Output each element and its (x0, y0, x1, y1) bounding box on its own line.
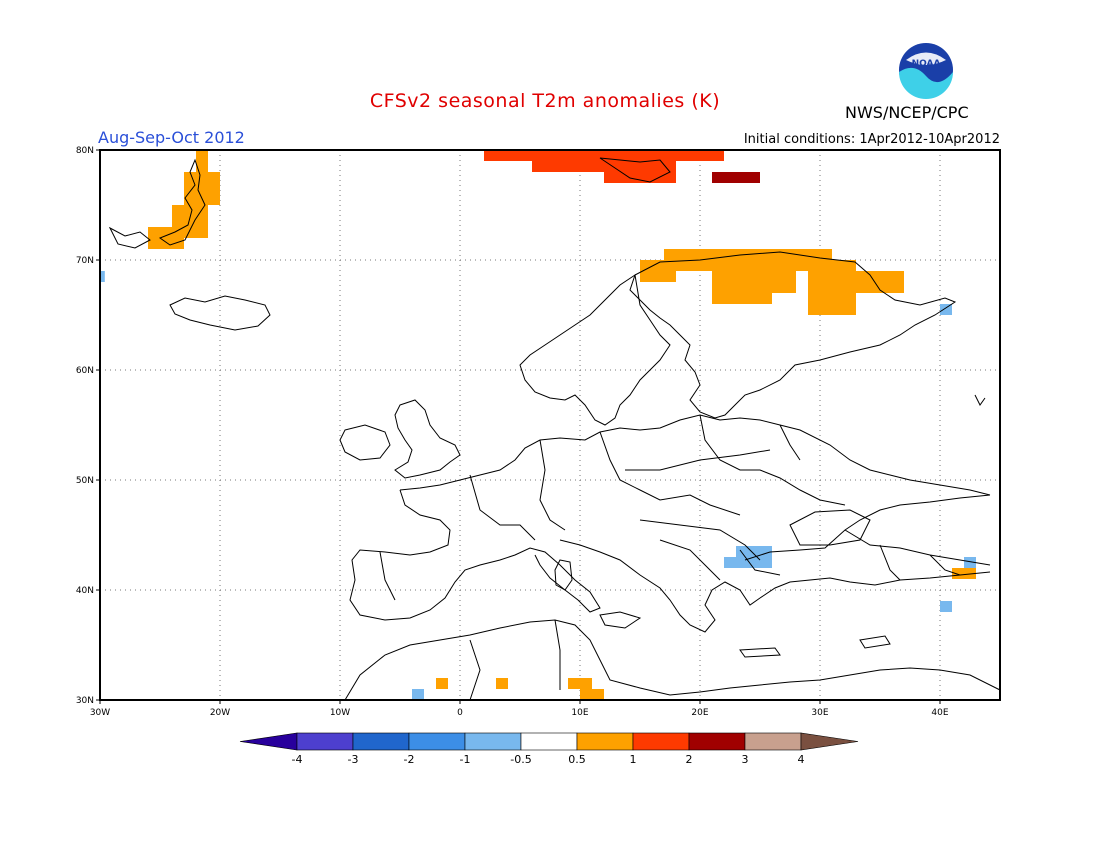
colorbar-swatch (352, 732, 410, 751)
anomaly-cell (412, 689, 424, 700)
colorbar-tick-label: 3 (742, 753, 749, 766)
colorbar-tick-label: 4 (798, 753, 805, 766)
lon-tick-label: 0 (457, 708, 463, 718)
coastlines (108, 157, 1001, 701)
lon-tick-label: 10W (330, 708, 350, 718)
anomaly-cell (724, 557, 736, 568)
colorbar-swatch (688, 732, 746, 751)
anomaly-cell (676, 150, 724, 161)
anomaly-cell (100, 271, 105, 282)
anomaly-cell (712, 172, 760, 183)
chart-title: CFSv2 seasonal T2m anomalies (K) (369, 90, 721, 112)
lat-tick-label: 40N (76, 586, 94, 596)
lon-tick-label: 30E (811, 708, 828, 718)
lat-tick-label: 60N (76, 366, 94, 376)
anomaly-cell (940, 601, 952, 612)
anomaly-cell (604, 150, 676, 183)
axis-ticks: 30W 20W 10W 0 10E 20E 30E 40E 30N 40N 50N 60N 70N 80N (76, 146, 949, 718)
lon-tick-label: 20W (210, 708, 230, 718)
colorbar-swatch (576, 732, 634, 751)
lat-tick-label: 50N (76, 476, 94, 486)
colorbar-swatch (408, 732, 466, 751)
anomaly-cell (796, 249, 832, 271)
anomaly-cells (100, 150, 976, 700)
agency-label: NWS/NCEP/CPC (845, 103, 969, 122)
anomaly-cell (964, 557, 976, 568)
anomaly-cell (940, 304, 952, 315)
anomaly-cell (196, 150, 208, 172)
anomaly-cell (496, 678, 508, 689)
colorbar-swatch (744, 732, 802, 751)
anomaly-cell (748, 546, 772, 557)
anomaly-cell (664, 249, 712, 271)
lon-tick-label: 40E (931, 708, 948, 718)
colorbar-swatch (296, 732, 354, 751)
anomaly-cell (856, 271, 904, 293)
initial-conditions-label: Initial conditions: 1Apr2012-10Apr2012 (743, 132, 1000, 147)
lon-tick-label: 20E (691, 708, 708, 718)
noaa-logo-icon: NOAA (897, 41, 955, 99)
lat-tick-label: 80N (76, 146, 94, 156)
anomaly-cell (832, 260, 856, 271)
anomaly-cell (772, 249, 796, 293)
anomaly-cell (952, 568, 976, 579)
colorbar-tick-label: 1 (630, 753, 637, 766)
colorbar-tick-label: -1 (460, 753, 471, 766)
lat-tick-label: 70N (76, 256, 94, 266)
colorbar-swatch (632, 732, 690, 751)
colorbar-swatch (520, 732, 578, 751)
lon-tick-label: 30W (90, 708, 110, 718)
colorbar-tick-label: -4 (292, 753, 303, 766)
colorbar-tick-label: -0.5 (510, 753, 531, 766)
colorbar-tick-label: -2 (404, 753, 415, 766)
anomaly-cell (532, 150, 604, 172)
colorbar-extend-low (239, 732, 298, 751)
europe-anomaly-map: 30W 20W 10W 0 10E 20E 30E 40E 30N 40N 50N 60N 70N 80N (76, 146, 1001, 718)
lat-tick-label: 30N (76, 696, 94, 706)
season-label: Aug-Sep-Oct 2012 (98, 128, 245, 147)
colorbar-extend-high (800, 732, 859, 751)
colorbar-swatch (464, 732, 522, 751)
colorbar-tick-label: -3 (348, 753, 359, 766)
anomaly-cell (808, 271, 856, 315)
anomaly-cell (712, 249, 772, 304)
colorbar-tick-label: 0.5 (568, 753, 586, 766)
graticule (100, 150, 1000, 700)
map-frame (99, 149, 1001, 701)
svg-text:NOAA: NOAA (912, 59, 941, 69)
anomaly-cell (436, 678, 448, 689)
map-background (100, 150, 1000, 700)
lon-tick-label: 10E (571, 708, 588, 718)
anomaly-cell (580, 689, 604, 700)
colorbar-tick-label: 2 (686, 753, 693, 766)
anomaly-cell (484, 150, 532, 161)
anomaly-cell (568, 678, 592, 689)
